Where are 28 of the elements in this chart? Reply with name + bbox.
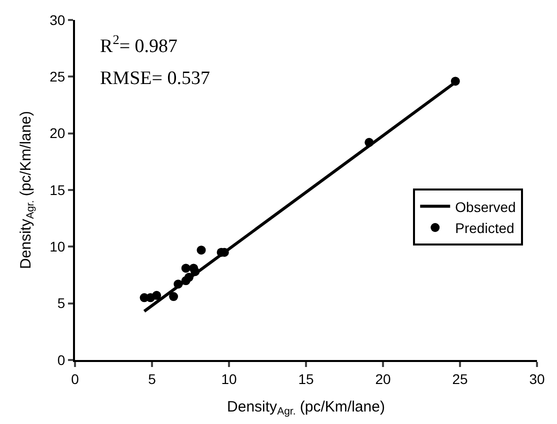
legend-label: Observed [455, 198, 516, 215]
point [190, 267, 200, 276]
point [174, 280, 183, 289]
point [364, 138, 374, 147]
x-tick-label: 30 [529, 370, 545, 387]
x-tick-label: 15 [298, 370, 314, 387]
point [181, 264, 190, 273]
point [196, 246, 206, 255]
y-tick-label: 20 [50, 125, 66, 142]
y-tick-label: 25 [50, 68, 66, 85]
y-tick-label: 30 [50, 12, 66, 28]
annotation: R$^{2}$= 0.987 [100, 32, 178, 57]
x-tick-label: 0 [71, 370, 80, 387]
point [184, 272, 194, 282]
point [169, 292, 178, 302]
annotation: RMSE= 0.537 [100, 68, 210, 89]
y-tick-label: 15 [50, 182, 66, 198]
point [450, 76, 460, 86]
x-tick-label: 25 [452, 370, 468, 387]
y-tick-label: 0 [57, 352, 66, 368]
y-tick-label: 10 [50, 238, 66, 255]
x-tick-label: 5 [148, 370, 156, 387]
legend-label: Predicted [455, 220, 514, 236]
x-tick-label: 10 [221, 370, 237, 387]
point [152, 290, 162, 300]
x-axis-title: Density$_{Agr.}$ (pc/Km/lane) [227, 398, 385, 418]
y-tick-label: 5 [57, 295, 66, 312]
x-tick-label: 20 [375, 370, 391, 387]
